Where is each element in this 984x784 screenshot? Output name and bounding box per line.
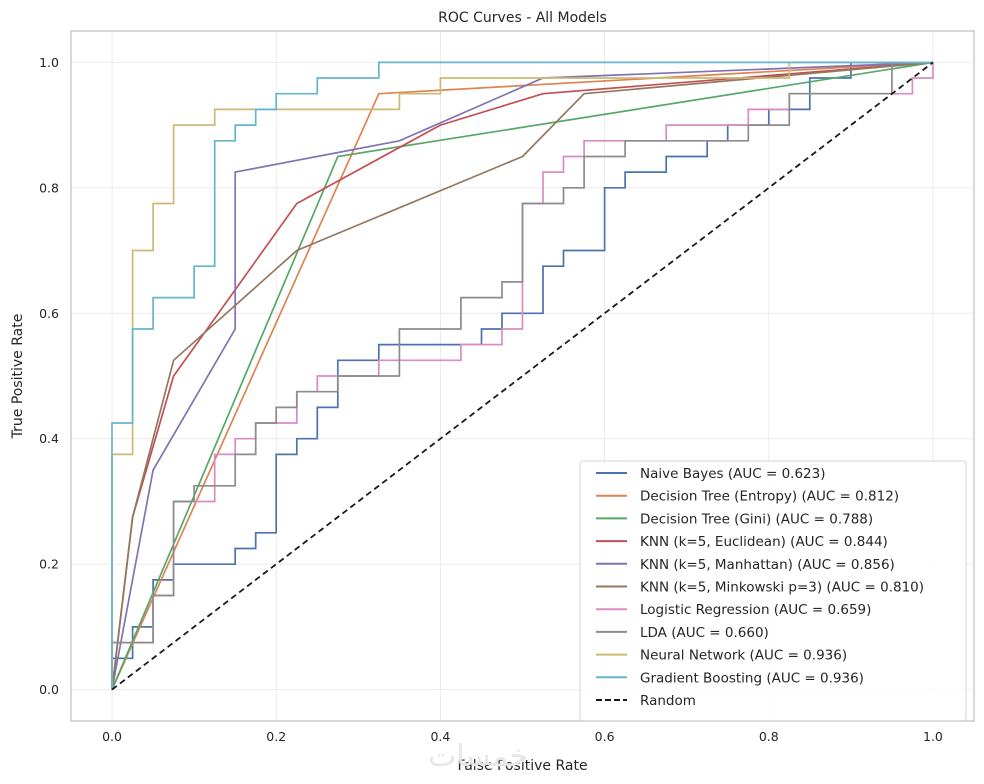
series-lda <box>111 61 933 690</box>
plot-frame <box>70 30 975 722</box>
legend-entry: Random <box>640 693 696 709</box>
y-tick-label: 0.6 <box>39 306 59 321</box>
watermark: خمسات <box>428 739 528 774</box>
legend-entry: Logistic Regression (AUC = 0.659) <box>640 602 871 618</box>
series-gradient-boosting <box>111 61 933 690</box>
legend: Naive Bayes (AUC = 0.623) Decision Tree (… <box>579 460 967 722</box>
series-decision-tree-entropy <box>111 61 934 690</box>
legend-entry: Gradient Boosting (AUC = 0.936) <box>640 670 864 686</box>
x-tick-label: 0.6 <box>595 729 615 744</box>
series-random <box>111 61 934 691</box>
legend-entry: LDA (AUC = 0.660) <box>640 625 769 641</box>
chart-title: ROC Curves - All Models <box>438 10 607 26</box>
legend-entry: Naive Bayes (AUC = 0.623) <box>640 466 825 482</box>
y-tick-label: 0.8 <box>39 180 59 195</box>
series-layer <box>111 61 934 691</box>
series-knn-k-5-minkowski-p-3 <box>111 61 934 690</box>
x-tick-label: 0.4 <box>430 729 450 744</box>
legend-entry: KNN (k=5, Manhattan) (AUC = 0.856) <box>640 557 895 573</box>
y-axis-label: True Positive Rate <box>10 314 26 440</box>
legend-entry: KNN (k=5, Euclidean) (AUC = 0.844) <box>640 534 888 550</box>
series-naive-bayes <box>111 61 933 690</box>
x-tick-label: 0.2 <box>266 729 286 744</box>
x-axis-label: False Positive Rate <box>457 758 587 774</box>
x-tick-label: 0.8 <box>759 729 779 744</box>
x-tick-label: 0.0 <box>102 729 122 744</box>
legend-entry: Decision Tree (Entropy) (AUC = 0.812) <box>640 489 899 505</box>
y-tick-label: 0.2 <box>39 557 59 572</box>
series-logistic-regression <box>111 62 934 690</box>
y-tick-label: 0.4 <box>39 431 59 446</box>
legend-entry: Neural Network (AUC = 0.936) <box>640 648 847 664</box>
legend-box <box>579 460 967 722</box>
y-tick-label: 1.0 <box>39 55 59 70</box>
series-neural-network <box>111 61 933 690</box>
x-tick-label: 1.0 <box>923 729 943 744</box>
y-tick-label: 0.0 <box>39 682 59 697</box>
series-decision-tree-gini <box>111 61 934 690</box>
tick-labels: 0.0 0.2 0.4 0.6 0.8 1.0 0.0 0.2 0.4 0.6 0.8 1.0 <box>39 55 943 744</box>
legend-entry: KNN (k=5, Minkowski p=3) (AUC = 0.810) <box>640 580 924 596</box>
legend-entry: Decision Tree (Gini) (AUC = 0.788) <box>640 511 873 527</box>
